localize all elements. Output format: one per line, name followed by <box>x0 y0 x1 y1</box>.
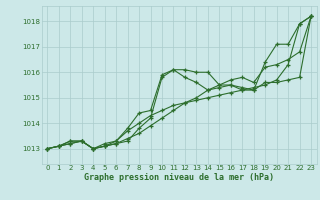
X-axis label: Graphe pression niveau de la mer (hPa): Graphe pression niveau de la mer (hPa) <box>84 173 274 182</box>
